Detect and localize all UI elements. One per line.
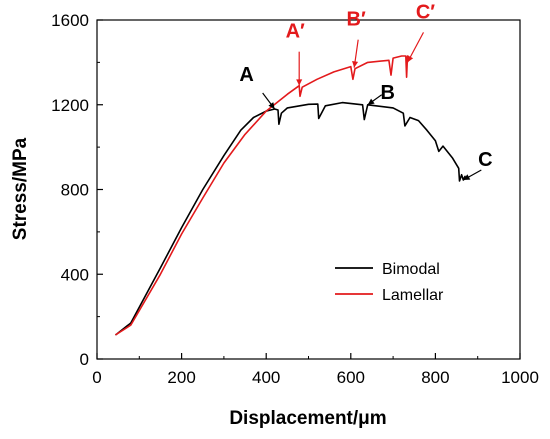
annotation-label: A′	[286, 21, 305, 43]
annotation-arrowhead	[407, 55, 414, 63]
x-tick-label: 1000	[501, 368, 539, 387]
annotation-label: B	[380, 82, 394, 104]
annotation-label: B′	[347, 9, 366, 31]
series-layer	[115, 55, 466, 336]
annotation-arrowhead	[296, 79, 303, 86]
y-axis-title: Stress/MPa	[10, 137, 31, 240]
annotation-layer: A B C A′ B′ C′	[239, 1, 493, 181]
annotation-arrowhead	[367, 98, 375, 105]
legend-label: Bimodal	[382, 261, 440, 278]
plot-frame	[96, 19, 521, 360]
series-line-lamellar	[115, 55, 409, 336]
legend-label: Lamellar	[382, 287, 444, 304]
annotation-arrowhead	[352, 61, 359, 68]
series-line-bimodal	[115, 101, 466, 336]
x-tick-label: 400	[252, 368, 280, 387]
annotation-label: C	[478, 149, 492, 171]
x-tick-label: 600	[337, 368, 365, 387]
annotation-label: A	[239, 64, 253, 86]
annotation-label: C′	[416, 1, 435, 23]
y-tick-label: 1600	[51, 11, 89, 30]
annotation-arrowhead	[268, 102, 275, 109]
legend: Bimodal Lamellar	[335, 261, 444, 304]
y-tick-label: 0	[80, 350, 89, 369]
x-tick-label: 200	[167, 368, 195, 387]
y-tick-label: 1200	[51, 96, 89, 115]
axis-ticks: 0 200 400 600 800 1000 0 400 800 1200 1600	[51, 11, 539, 387]
x-tick-label: 800	[421, 368, 449, 387]
y-tick-label: 400	[61, 265, 89, 284]
x-axis-title: Displacement/μm	[229, 408, 386, 429]
y-tick-label: 800	[61, 181, 89, 200]
x-tick-label: 0	[92, 368, 101, 387]
annotation-arrowhead	[463, 174, 471, 180]
